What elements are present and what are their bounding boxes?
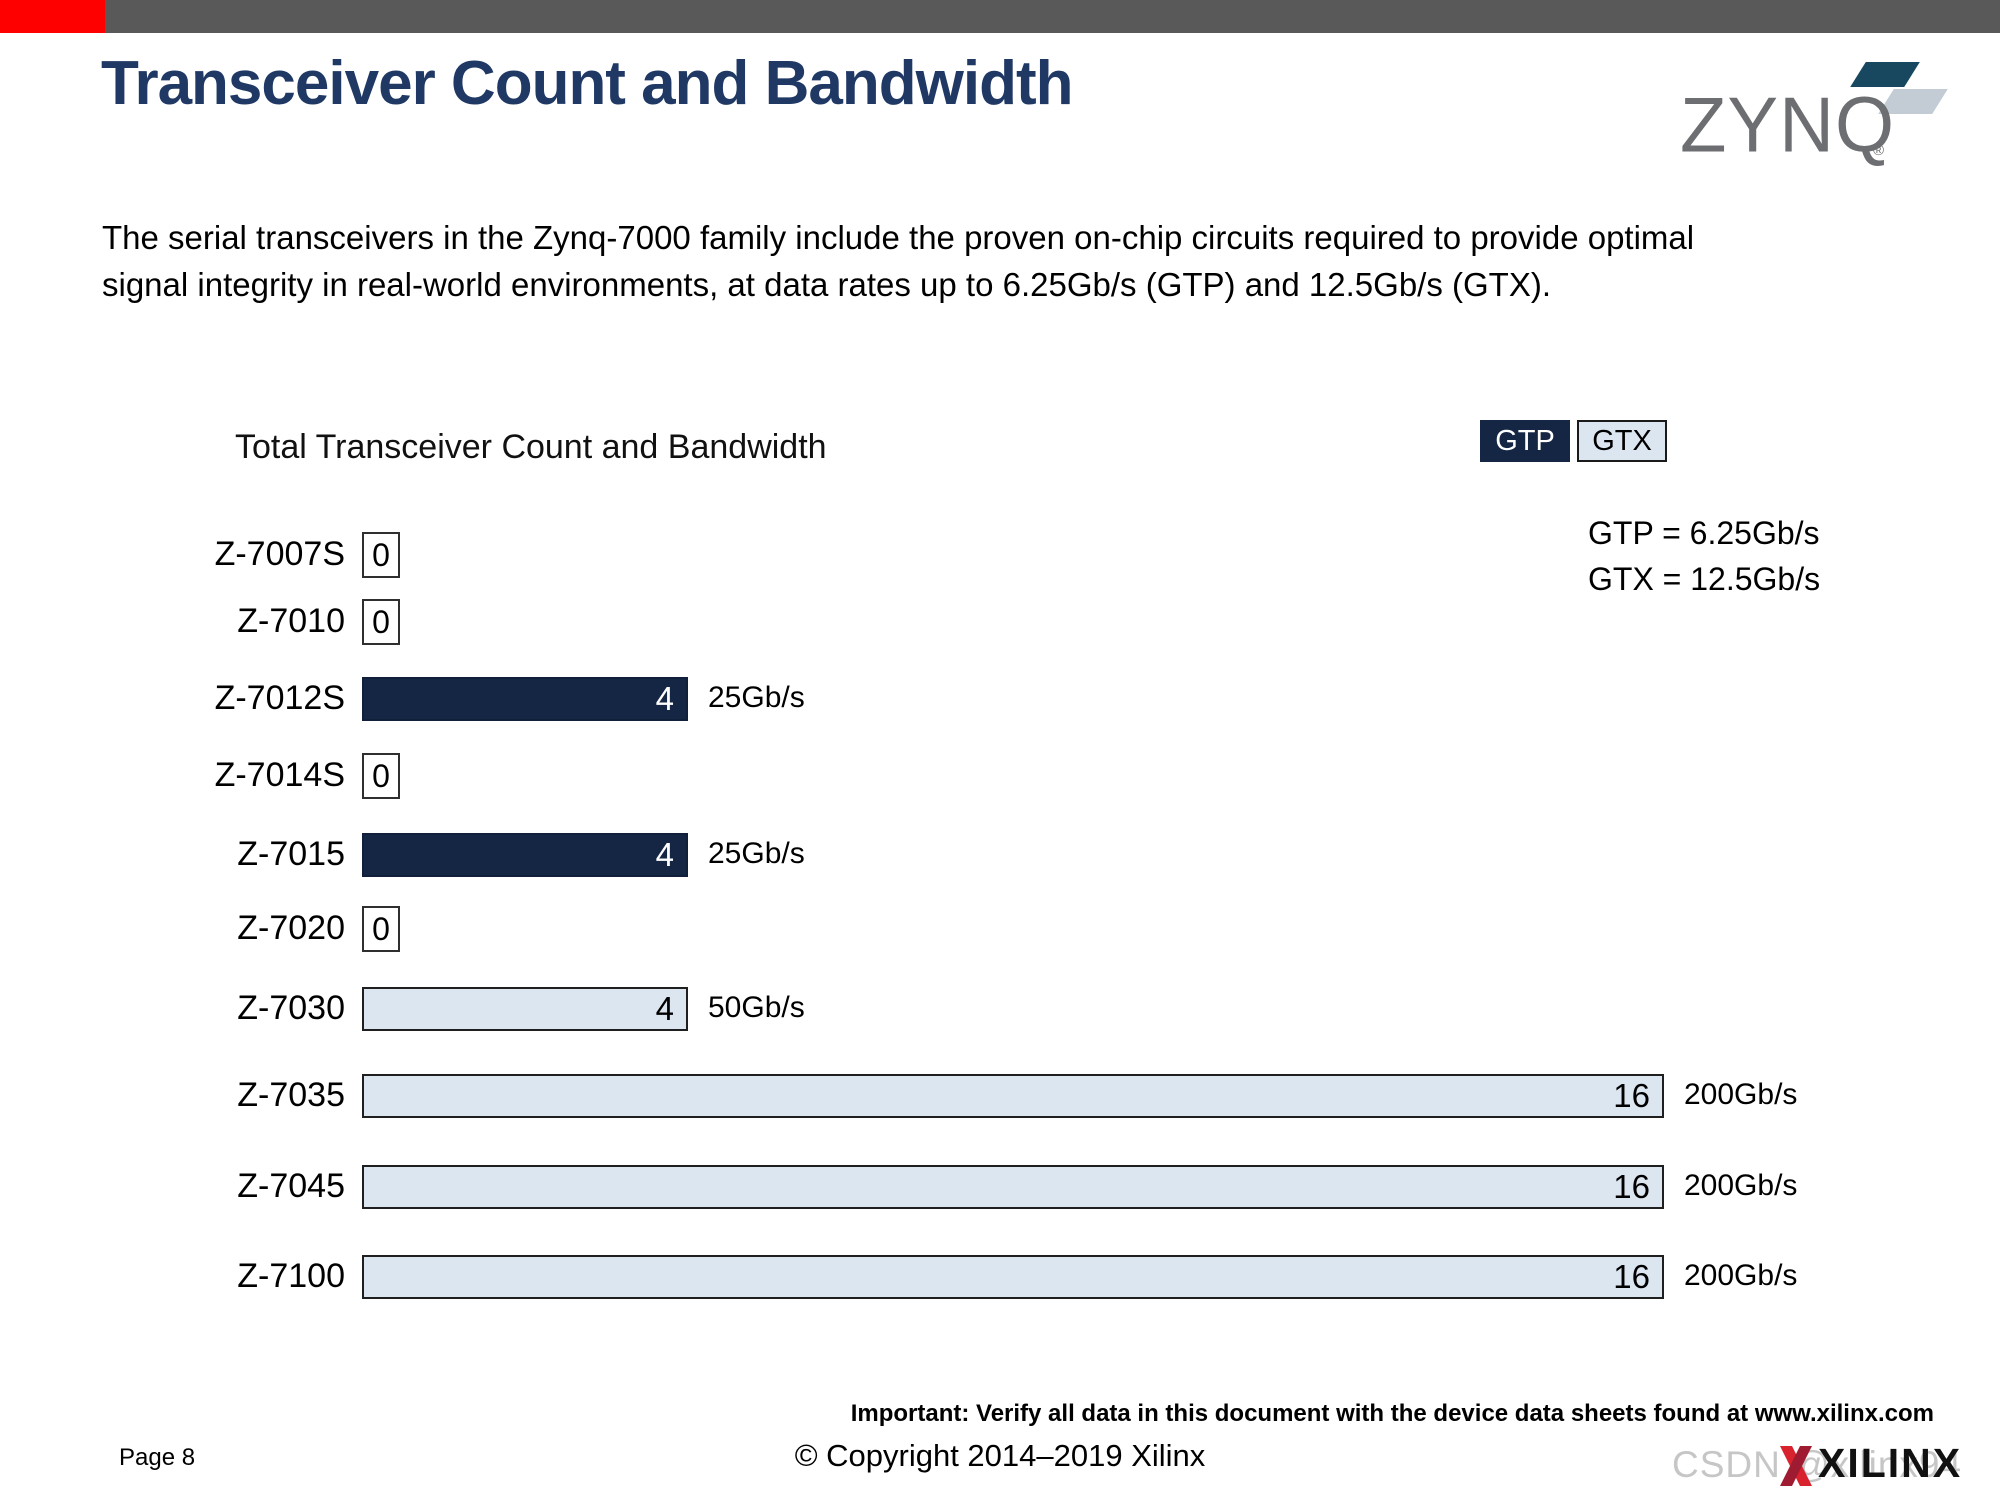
xilinx-x-icon <box>1780 1446 1812 1486</box>
category-label-z-7035: Z-7035 <box>237 1076 345 1114</box>
category-label-z-7045: Z-7045 <box>237 1167 345 1205</box>
bar-z-7035: 16 <box>362 1074 1664 1118</box>
bar-z-7100: 16 <box>362 1255 1664 1299</box>
important-note: Important: Verify all data in this docum… <box>850 1400 1934 1427</box>
category-label-z-7015: Z-7015 <box>237 835 345 873</box>
category-label-z-7030: Z-7030 <box>237 989 345 1027</box>
bar-value-label: 16 <box>1613 1258 1650 1295</box>
zero-value-box-z-7007s: 0 <box>362 532 400 578</box>
category-label-z-7020: Z-7020 <box>237 909 345 947</box>
bandwidth-label-z-7100: 200Gb/s <box>1684 1259 1798 1292</box>
page-number: Page 8 <box>119 1444 196 1471</box>
bar-value-label: 4 <box>655 990 674 1027</box>
chart-title: Total Transceiver Count and Bandwidth <box>235 428 827 466</box>
zero-value-box-z-7020: 0 <box>362 906 400 952</box>
bar-z-7015: 4 <box>362 833 688 877</box>
legend-rate-note: GTP = 6.25Gb/s GTX = 12.5Gb/s <box>1588 510 1820 602</box>
top-bar <box>0 0 2000 33</box>
legend-item-gtp: GTP <box>1480 420 1570 462</box>
bandwidth-label-z-7045: 200Gb/s <box>1684 1169 1798 1202</box>
intro-paragraph: The serial transceivers in the Zynq-7000… <box>102 214 1922 308</box>
category-label-z-7012s: Z-7012S <box>214 679 345 717</box>
xilinx-logo-text: XILINX <box>1818 1440 1963 1486</box>
copyright-text: © Copyright 2014–2019 Xilinx <box>794 1438 1206 1473</box>
category-label-z-7100: Z-7100 <box>237 1257 345 1295</box>
bar-z-7012s: 4 <box>362 677 688 721</box>
registered-mark-icon: ® <box>1873 142 1885 159</box>
zero-value-box-z-7010: 0 <box>362 599 400 645</box>
category-label-z-7014s: Z-7014S <box>214 756 345 794</box>
gtp-rate-note: GTP = 6.25Gb/s <box>1588 515 1820 551</box>
bandwidth-label-z-7030: 50Gb/s <box>708 991 805 1024</box>
bandwidth-label-z-7012s: 25Gb/s <box>708 681 805 714</box>
bandwidth-label-z-7015: 25Gb/s <box>708 837 805 870</box>
bandwidth-label-z-7035: 200Gb/s <box>1684 1078 1798 1111</box>
top-bar-red-accent <box>0 0 105 33</box>
bar-value-label: 4 <box>655 680 674 717</box>
intro-line-1: The serial transceivers in the Zynq-7000… <box>102 219 1695 256</box>
zero-value-box-z-7014s: 0 <box>362 753 400 799</box>
bar-value-label: 16 <box>1613 1077 1650 1114</box>
page-title: Transceiver Count and Bandwidth <box>101 49 1073 118</box>
zynq-logo: ZYNQ ® <box>1670 50 1970 169</box>
zynq-logo-text: ZYNQ <box>1680 82 1896 169</box>
bar-z-7045: 16 <box>362 1165 1664 1209</box>
category-label-z-7007s: Z-7007S <box>214 535 345 573</box>
bar-value-label: 4 <box>655 836 674 873</box>
xilinx-logo: XILINX <box>1778 1440 1998 1492</box>
csdn-watermark: CSDN @xilinx94 <box>1672 1444 1963 1485</box>
category-label-z-7010: Z-7010 <box>237 602 345 640</box>
bar-z-7030: 4 <box>362 987 688 1031</box>
legend-item-gtx: GTX <box>1577 420 1667 462</box>
intro-line-2: signal integrity in real-world environme… <box>102 266 1551 303</box>
bar-value-label: 16 <box>1613 1168 1650 1205</box>
gtx-rate-note: GTX = 12.5Gb/s <box>1588 561 1821 597</box>
